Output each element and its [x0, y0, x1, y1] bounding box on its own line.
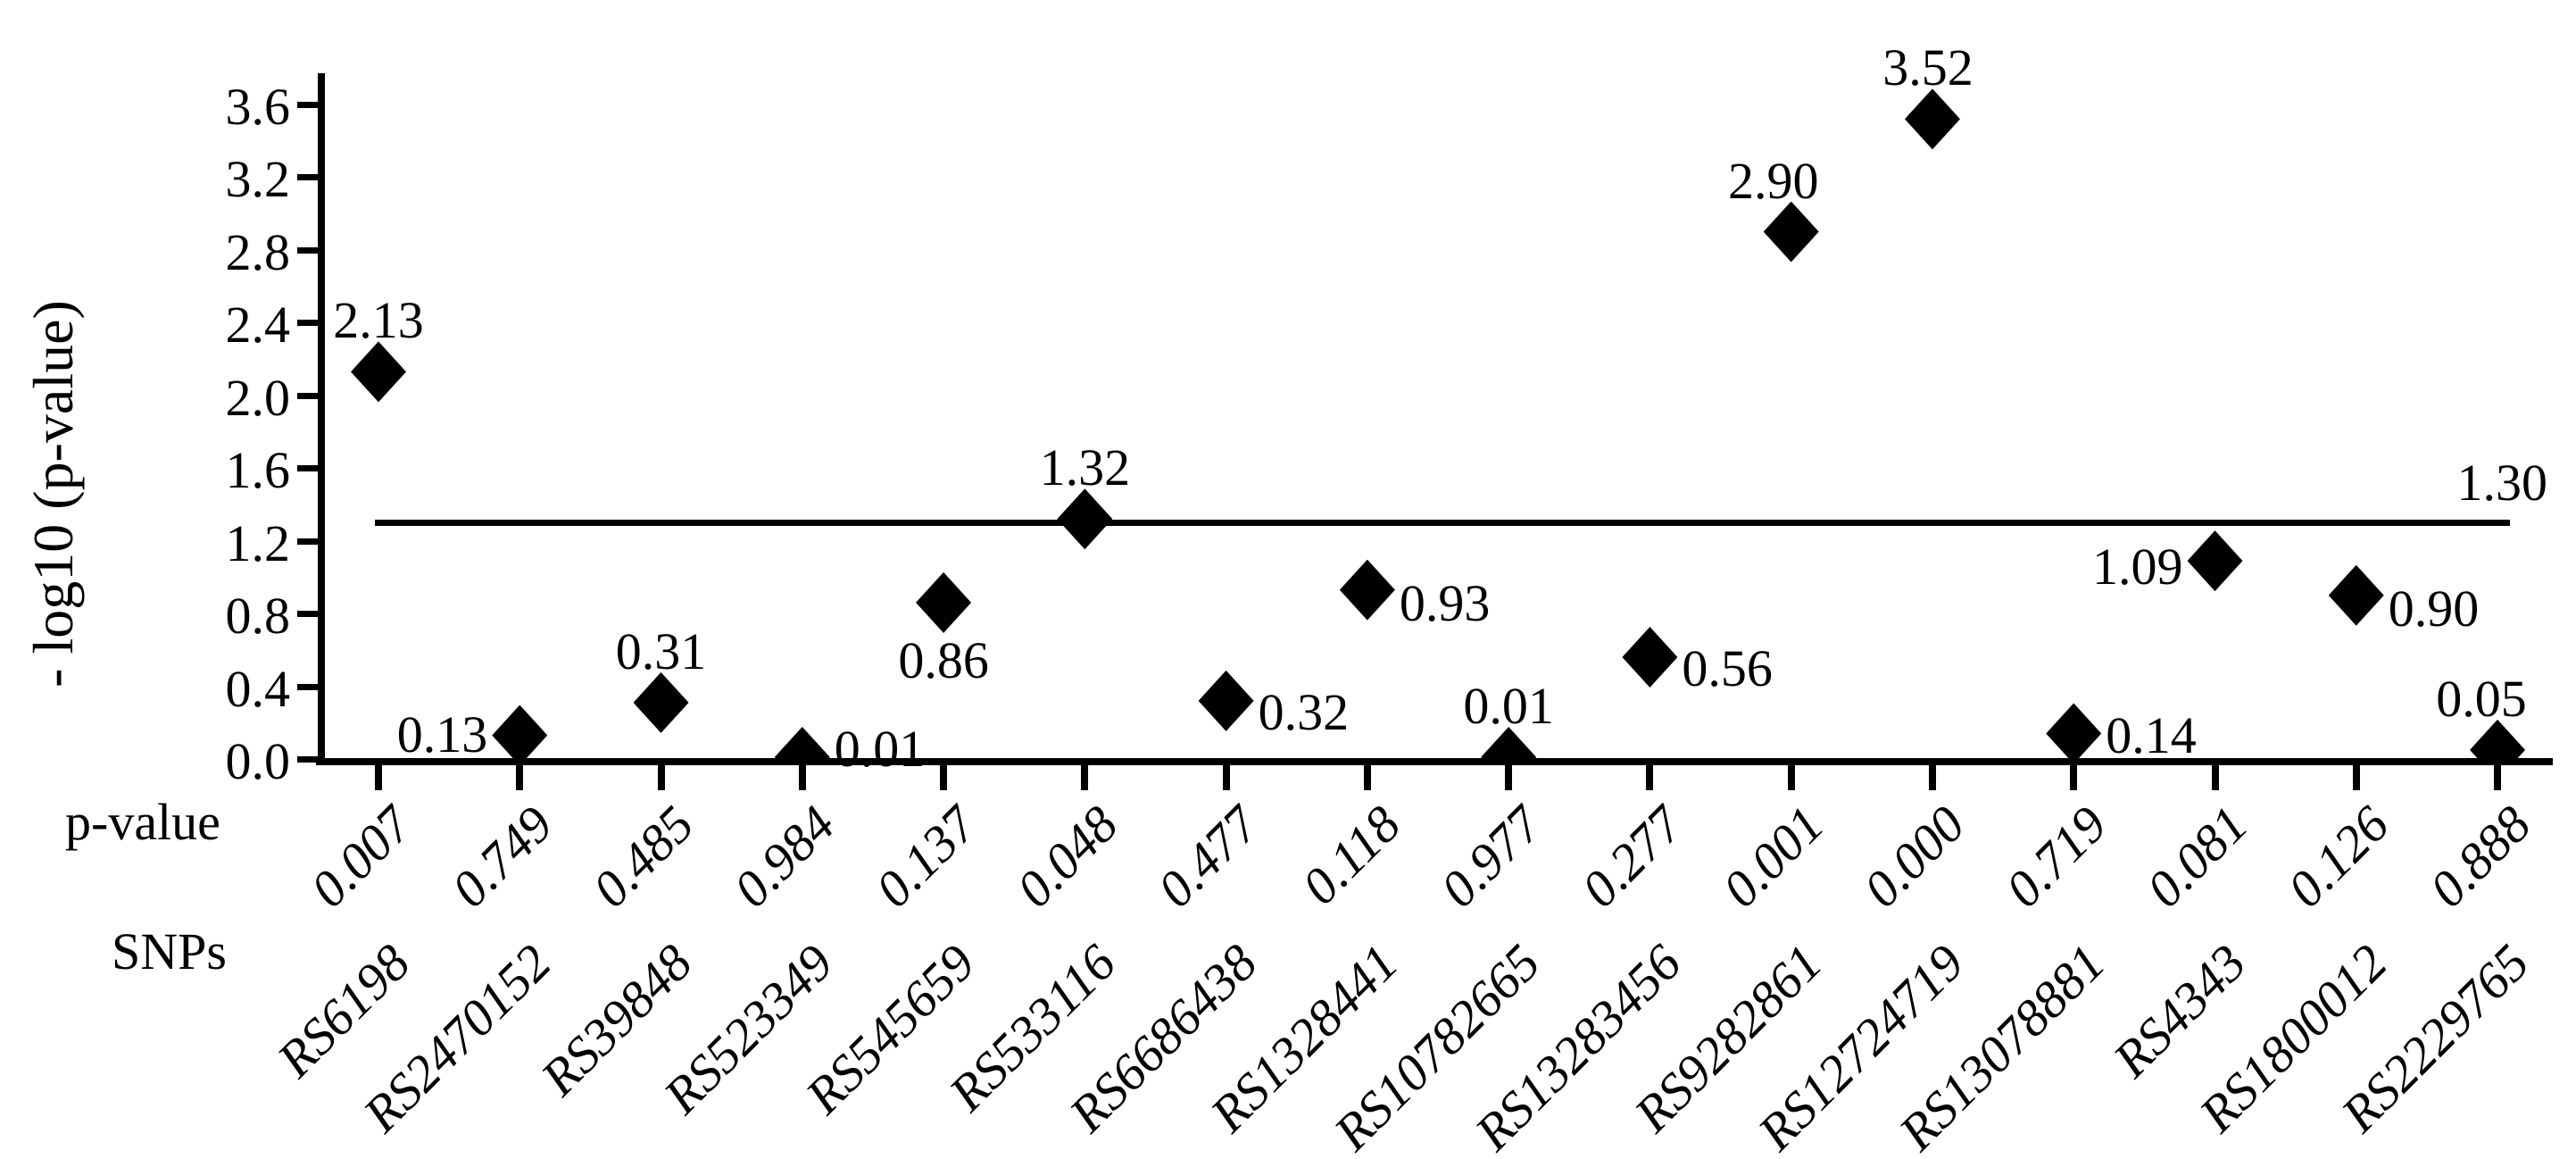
data-point-label: 0.05 — [2436, 669, 2527, 728]
y-tick-label: 0.8 — [225, 587, 291, 646]
y-axis-line — [318, 73, 325, 765]
data-point-label: 1.09 — [2092, 538, 2183, 596]
p-value-label: 0.137 — [863, 795, 988, 919]
data-point-label: 0.31 — [615, 621, 707, 680]
data-point-label: 0.90 — [2388, 579, 2480, 638]
x-tick — [2211, 765, 2219, 790]
p-value-label: 0.118 — [1290, 795, 1412, 916]
x-tick — [2070, 765, 2078, 790]
p-value-label: 0.007 — [298, 795, 423, 919]
y-tick — [297, 320, 322, 327]
x-tick — [1222, 765, 1230, 790]
p-value-label: 0.048 — [1005, 795, 1129, 919]
y-tick — [297, 611, 322, 618]
data-point-label: 0.32 — [1258, 682, 1350, 741]
x-tick — [1505, 765, 1513, 790]
y-tick-label: 2.4 — [225, 296, 291, 354]
y-tick-label: 3.6 — [225, 78, 291, 137]
data-point-label: 0.13 — [396, 705, 488, 763]
y-tick — [297, 246, 322, 254]
p-value-label: 0.277 — [1570, 795, 1694, 919]
x-tick — [1646, 765, 1654, 790]
x-tick — [1363, 765, 1371, 790]
y-tick-label: 0.4 — [225, 659, 291, 718]
data-point-label: 0.56 — [1682, 638, 1773, 697]
p-value-label: 0.001 — [1711, 795, 1835, 919]
data-point-label: 1.32 — [1039, 438, 1131, 497]
x-tick — [516, 765, 524, 790]
y-tick — [297, 174, 322, 181]
data-point-label: 0.93 — [1399, 573, 1491, 632]
x-tick — [1081, 765, 1089, 790]
data-point-label: 0.01 — [1463, 676, 1554, 735]
p-value-label: 0.126 — [2276, 795, 2400, 919]
x-tick — [2494, 765, 2502, 790]
y-axis-title: - log10 (p-value) — [21, 300, 85, 688]
y-tick-label: 2.0 — [225, 368, 291, 427]
p-value-label: 0.977 — [1429, 795, 1553, 919]
p-value-label: 0.749 — [440, 795, 564, 919]
y-tick-label: 1.6 — [225, 441, 291, 500]
x-tick — [2352, 765, 2360, 790]
p-value-label: 0.888 — [2417, 795, 2542, 919]
y-tick-label: 3.2 — [225, 150, 291, 209]
y-tick — [297, 102, 322, 109]
y-tick-label: 2.8 — [225, 222, 291, 281]
p-value-label: 0.081 — [2135, 795, 2259, 919]
threshold-value-label: 1.30 — [2456, 454, 2548, 512]
y-tick — [297, 756, 322, 763]
snps-row-label: SNPs — [112, 922, 227, 980]
p-value-label: 0.000 — [1852, 795, 1977, 919]
data-point-label: 2.90 — [1727, 151, 1819, 210]
significance-threshold-line — [375, 520, 2510, 527]
y-tick-label: 0.0 — [225, 732, 291, 790]
y-tick — [297, 683, 322, 690]
p-value-label: 0.719 — [1994, 795, 2118, 919]
p-value-label: 0.984 — [722, 795, 846, 919]
x-tick — [657, 765, 665, 790]
data-point-label: 2.13 — [333, 291, 424, 350]
x-tick — [375, 765, 382, 790]
y-tick — [297, 538, 322, 545]
x-tick — [940, 765, 948, 790]
x-tick — [798, 765, 806, 790]
data-point-label: 3.52 — [1882, 38, 1974, 97]
p-value-label: 0.477 — [1146, 795, 1270, 919]
x-tick — [1787, 765, 1795, 790]
data-point-label: 0.01 — [834, 719, 926, 778]
data-point-label: 0.86 — [898, 630, 989, 689]
plot-area — [351, 88, 2526, 762]
x-axis-line — [316, 758, 2553, 765]
y-tick — [297, 465, 322, 472]
p-value-row-label: p-value — [65, 793, 220, 851]
data-point-label: 0.14 — [2106, 706, 2197, 765]
x-tick — [1928, 765, 1936, 790]
y-tick — [297, 392, 322, 399]
y-tick-label: 1.2 — [225, 513, 291, 572]
p-value-label: 0.485 — [581, 795, 705, 919]
